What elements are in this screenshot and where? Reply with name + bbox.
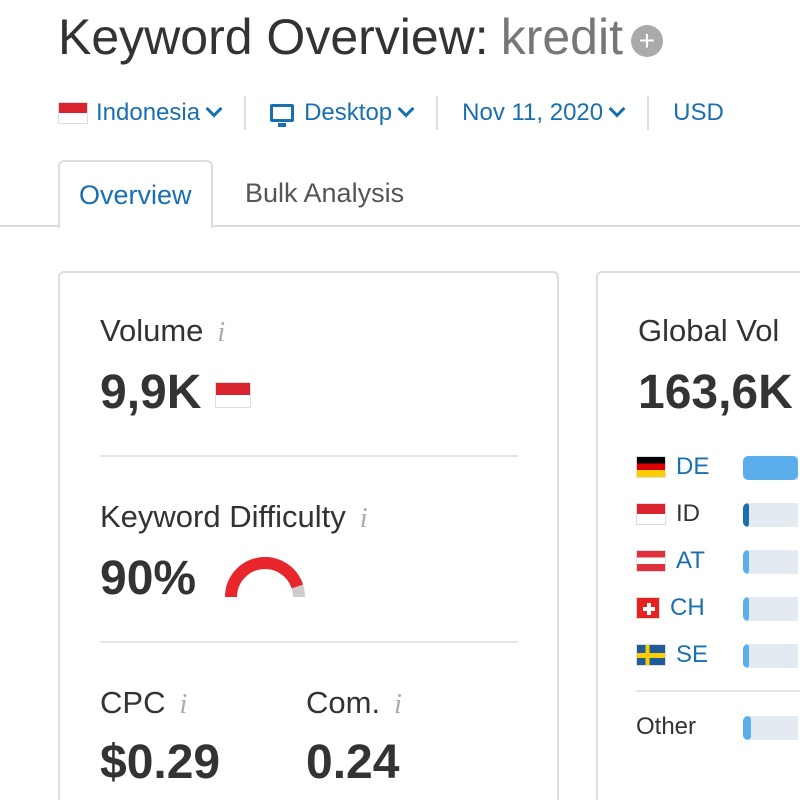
country-bar-track bbox=[743, 550, 798, 574]
com-value: 0.24 bbox=[306, 736, 400, 789]
id-flag-icon bbox=[636, 503, 666, 525]
divider bbox=[100, 641, 518, 643]
chevron-down-icon bbox=[397, 100, 415, 118]
divider bbox=[436, 96, 439, 130]
other-label: Other bbox=[636, 713, 697, 740]
chevron-down-icon bbox=[608, 100, 626, 118]
volume-label: Volume i bbox=[100, 313, 225, 349]
volume-value-text: 9,9K bbox=[100, 366, 202, 419]
country-row-id[interactable]: ID bbox=[636, 500, 700, 528]
country-bar-fill bbox=[743, 550, 749, 574]
metrics-card: Volume i 9,9K Keyword Difficulty i 90% CPC… bbox=[58, 271, 559, 800]
indonesia-flag-icon bbox=[215, 382, 252, 409]
other-bar-fill bbox=[743, 716, 752, 740]
divider bbox=[647, 96, 650, 130]
country-bar-track bbox=[743, 456, 798, 480]
kd-label: Keyword Difficulty i bbox=[100, 499, 368, 535]
divider bbox=[244, 96, 247, 130]
se-flag-icon bbox=[636, 644, 666, 666]
device-label: Desktop bbox=[304, 99, 393, 126]
filter-bar: Indonesia Desktop Nov 11, 2020 USD bbox=[58, 96, 724, 130]
country-bar-track bbox=[743, 597, 798, 621]
desktop-icon bbox=[270, 104, 295, 127]
page-title: Keyword Overview: kredit + bbox=[58, 8, 663, 66]
volume-value: 9,9K bbox=[100, 365, 259, 420]
at-flag-icon bbox=[636, 550, 666, 572]
kd-value: 90% bbox=[100, 552, 197, 605]
volume-label-text: Volume bbox=[100, 313, 204, 348]
ch-flag-icon bbox=[636, 597, 660, 619]
tab-bar: Overview Bulk Analysis bbox=[0, 160, 800, 229]
country-select[interactable]: Indonesia bbox=[58, 99, 244, 127]
country-code: SE bbox=[676, 641, 709, 668]
country-row-se[interactable]: SE bbox=[636, 641, 708, 669]
info-icon[interactable]: i bbox=[359, 503, 368, 534]
title-text: Keyword Overview: bbox=[58, 9, 489, 65]
global-volume-label: Global Vol bbox=[638, 313, 780, 348]
currency-label: USD bbox=[673, 99, 724, 126]
info-icon[interactable]: i bbox=[179, 689, 188, 720]
gauge-fill bbox=[225, 557, 304, 598]
country-row-ch[interactable]: CH bbox=[636, 594, 705, 622]
date-label: Nov 11, 2020 bbox=[462, 99, 604, 126]
plus-circle-icon[interactable]: + bbox=[630, 24, 663, 57]
device-select[interactable]: Desktop bbox=[270, 99, 436, 127]
global-volume-card: Global Vol 163,6K DE ID AT CH SE Other bbox=[596, 271, 800, 800]
country-code: CH bbox=[670, 594, 705, 621]
info-icon[interactable]: i bbox=[217, 317, 226, 348]
country-code: DE bbox=[676, 453, 710, 480]
country-bar-fill bbox=[743, 597, 749, 621]
com-label: Com. i bbox=[306, 685, 402, 721]
country-code: AT bbox=[676, 547, 705, 574]
cpc-label: CPC i bbox=[100, 685, 187, 721]
global-volume-value: 163,6K bbox=[638, 366, 793, 419]
indonesia-flag-icon bbox=[58, 102, 88, 124]
keyword: kredit bbox=[500, 9, 623, 65]
cpc-value: $0.29 bbox=[100, 736, 221, 789]
chevron-down-icon bbox=[205, 100, 223, 118]
kd-label-text: Keyword Difficulty bbox=[100, 499, 346, 534]
country-bar-track bbox=[743, 503, 798, 527]
info-icon[interactable]: i bbox=[394, 689, 402, 720]
difficulty-gauge bbox=[225, 557, 305, 598]
divider bbox=[636, 690, 800, 692]
country-bar-fill bbox=[743, 644, 749, 668]
country-row-at[interactable]: AT bbox=[636, 547, 705, 575]
country-bar-fill bbox=[743, 456, 798, 480]
date-select[interactable]: Nov 11, 2020 bbox=[462, 99, 647, 127]
country-label: Indonesia bbox=[96, 99, 201, 126]
currency-select[interactable]: USD bbox=[673, 99, 724, 127]
tab-overview[interactable]: Overview bbox=[58, 160, 213, 229]
other-bar-track bbox=[743, 716, 798, 740]
country-row-de[interactable]: DE bbox=[636, 453, 709, 481]
com-label-text: Com. bbox=[306, 685, 381, 720]
cpc-label-text: CPC bbox=[100, 685, 166, 720]
de-flag-icon bbox=[636, 456, 666, 478]
tab-bulk-analysis[interactable]: Bulk Analysis bbox=[245, 178, 405, 208]
country-bar-fill bbox=[743, 503, 749, 527]
country-bar-track bbox=[743, 644, 798, 668]
country-code: ID bbox=[676, 500, 700, 527]
divider bbox=[100, 455, 518, 457]
country-row-other: Other bbox=[636, 713, 696, 741]
